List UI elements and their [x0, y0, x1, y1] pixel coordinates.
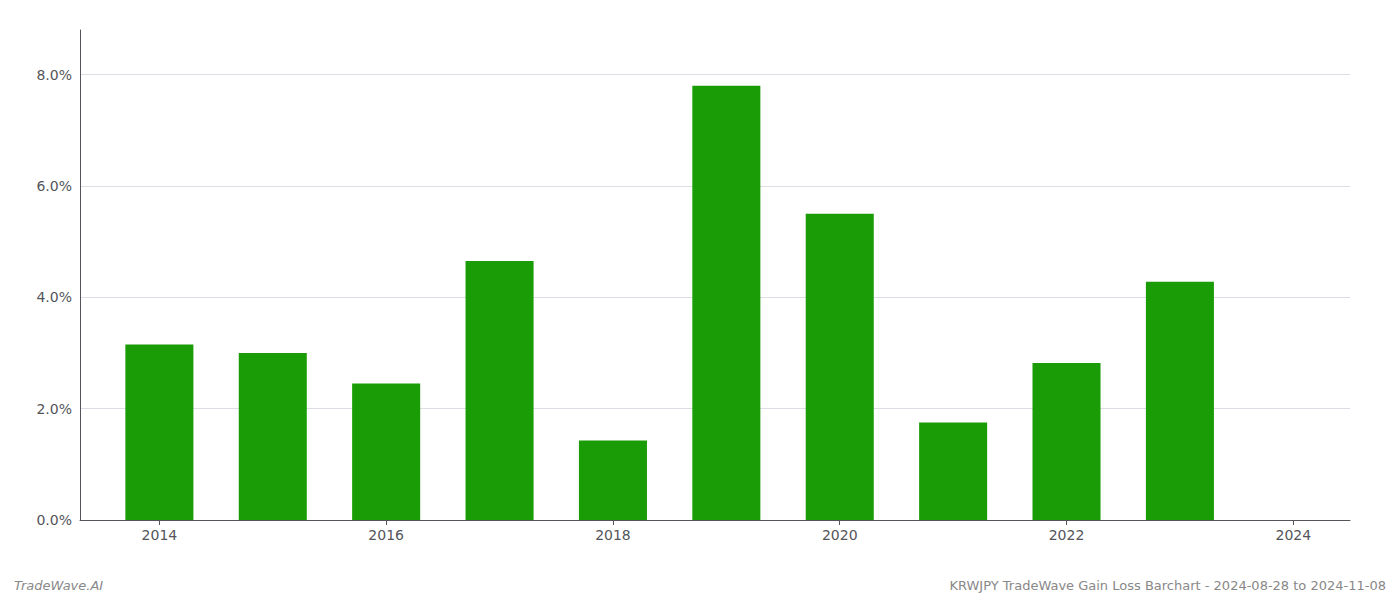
- svg-text:2016: 2016: [368, 527, 404, 543]
- svg-text:KRWJPY TradeWave Gain Loss Bar: KRWJPY TradeWave Gain Loss Barchart - 20…: [949, 578, 1386, 593]
- svg-text:2022: 2022: [1049, 527, 1085, 543]
- svg-text:0.0%: 0.0%: [36, 512, 72, 528]
- svg-text:2020: 2020: [822, 527, 858, 543]
- svg-text:2024: 2024: [1275, 527, 1311, 543]
- svg-text:2018: 2018: [595, 527, 631, 543]
- svg-text:TradeWave.AI: TradeWave.AI: [14, 578, 103, 593]
- svg-text:8.0%: 8.0%: [36, 67, 72, 83]
- svg-text:2.0%: 2.0%: [36, 401, 72, 417]
- svg-text:4.0%: 4.0%: [36, 289, 72, 305]
- svg-text:6.0%: 6.0%: [36, 178, 72, 194]
- svg-text:2014: 2014: [142, 527, 178, 543]
